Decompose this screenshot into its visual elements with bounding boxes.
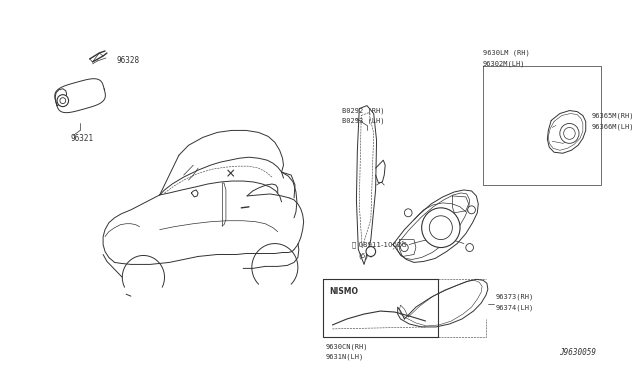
- Text: B0293 (LH): B0293 (LH): [342, 117, 385, 124]
- Circle shape: [466, 244, 474, 251]
- Text: 96302M(LH): 96302M(LH): [483, 61, 525, 67]
- Text: 96365M(RH): 96365M(RH): [591, 112, 634, 119]
- Circle shape: [57, 95, 68, 107]
- Text: 9630LM (RH): 9630LM (RH): [483, 50, 530, 56]
- Circle shape: [468, 206, 476, 214]
- Circle shape: [564, 128, 575, 140]
- Text: Ⓝ 08911-1062G: Ⓝ 08911-1062G: [351, 241, 406, 248]
- Text: 9631N(LH): 9631N(LH): [326, 353, 364, 360]
- Text: 96373(RH): 96373(RH): [495, 294, 534, 301]
- Text: (6): (6): [358, 252, 369, 259]
- Text: J9630059: J9630059: [559, 348, 596, 357]
- Circle shape: [422, 208, 460, 247]
- Circle shape: [60, 98, 66, 104]
- Text: 9630CN(RH): 9630CN(RH): [326, 343, 368, 350]
- Text: 96366M(LH): 96366M(LH): [591, 123, 634, 130]
- Circle shape: [366, 247, 376, 256]
- Text: 96374(LH): 96374(LH): [495, 305, 534, 311]
- Circle shape: [560, 124, 579, 143]
- Text: B0292 (RH): B0292 (RH): [342, 107, 385, 114]
- Circle shape: [404, 209, 412, 217]
- Circle shape: [429, 216, 452, 240]
- Text: NISMO: NISMO: [330, 287, 358, 296]
- Text: 96321: 96321: [70, 134, 93, 143]
- Text: 96328: 96328: [116, 57, 140, 65]
- Circle shape: [401, 244, 408, 251]
